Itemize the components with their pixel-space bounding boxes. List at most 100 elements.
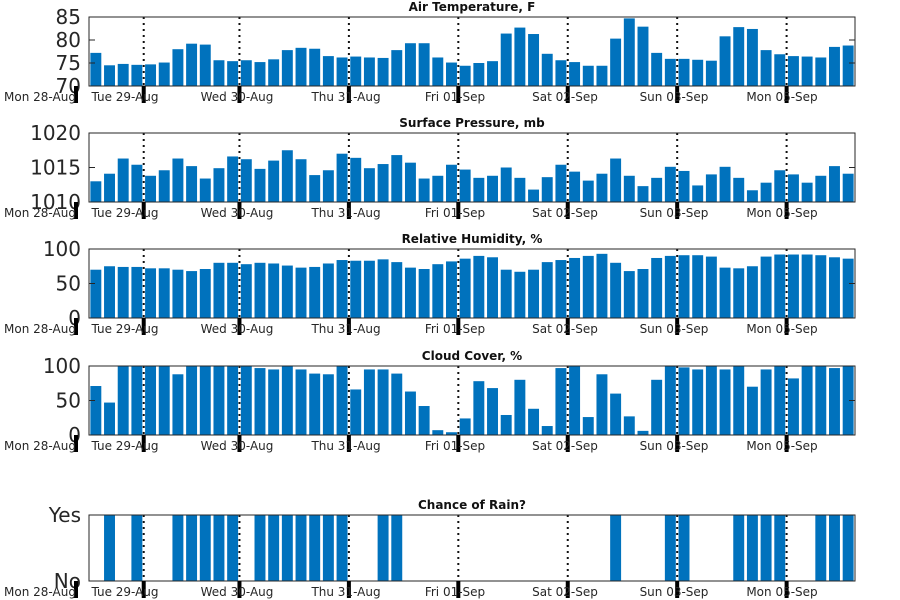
bar <box>815 255 827 318</box>
bar <box>432 57 444 86</box>
chart-title: Surface Pressure, mb <box>399 116 545 130</box>
bar <box>404 391 416 435</box>
bar <box>500 33 512 86</box>
bar <box>596 374 608 435</box>
y-tick-label: 85 <box>56 5 81 29</box>
bar <box>309 175 321 202</box>
y-tick-label: 50 <box>56 272 81 296</box>
bar <box>487 388 498 435</box>
bar <box>500 269 512 318</box>
bar <box>760 182 772 202</box>
bar <box>186 515 198 581</box>
y-tick-label: 100 <box>43 354 81 378</box>
bar <box>733 515 745 581</box>
bar <box>213 60 225 86</box>
bar <box>377 164 389 202</box>
bar <box>678 255 690 318</box>
bar <box>145 64 157 86</box>
x-tick-label: Mon 28-Aug <box>4 206 76 220</box>
bar <box>637 186 649 202</box>
bar <box>145 175 157 202</box>
bar <box>90 181 102 202</box>
bar <box>131 64 143 86</box>
y-tick-label: Yes <box>48 503 81 527</box>
bar <box>145 366 157 435</box>
bar <box>514 379 526 435</box>
bar <box>227 366 239 435</box>
x-tick-mark <box>675 435 680 452</box>
bar <box>363 168 375 202</box>
bar <box>199 44 211 86</box>
y-tick-label: 1010 <box>30 190 81 214</box>
bar <box>746 28 758 86</box>
bar <box>227 262 239 318</box>
bar <box>322 374 334 435</box>
bar <box>227 61 239 86</box>
bar <box>459 65 471 86</box>
bar <box>90 386 102 435</box>
bar <box>281 515 293 581</box>
bar <box>377 515 389 581</box>
bar <box>213 366 225 435</box>
bar <box>446 164 457 202</box>
bar <box>350 56 362 86</box>
bar <box>514 271 526 318</box>
y-tick-label: 75 <box>56 51 81 75</box>
x-tick-mark <box>456 86 461 103</box>
chart-panel-3: Relative Humidity, %050100Mon 28-AugTue … <box>4 232 856 336</box>
x-tick-label: Sun 03-Sep <box>640 322 709 336</box>
bar <box>637 430 649 435</box>
bar <box>829 368 840 435</box>
bar <box>186 366 198 435</box>
bar <box>172 269 184 318</box>
x-tick-label: Mon 28-Aug <box>4 322 76 336</box>
x-tick-mark <box>784 581 789 598</box>
bar <box>172 515 184 581</box>
x-tick-label: Sat 02-Sep <box>532 585 598 599</box>
bar <box>117 63 129 86</box>
bar <box>391 50 403 86</box>
bar <box>596 253 608 318</box>
bar <box>623 416 635 435</box>
x-tick-mark <box>675 318 680 335</box>
bar <box>459 418 471 435</box>
x-tick-mark <box>237 581 242 598</box>
bar <box>322 515 334 581</box>
bar <box>733 268 745 318</box>
bar <box>746 386 758 435</box>
bar <box>336 57 348 86</box>
bar <box>172 374 184 435</box>
x-tick-label: Sat 02-Sep <box>532 206 598 220</box>
bar <box>664 366 676 435</box>
bar <box>336 515 348 581</box>
x-tick-mark <box>675 202 680 219</box>
bar <box>309 48 321 86</box>
x-tick-label: Tue 29-Aug <box>90 206 158 220</box>
bar <box>254 515 266 581</box>
x-tick-mark <box>456 318 461 335</box>
bar <box>295 47 307 86</box>
x-tick-label: Tue 29-Aug <box>90 90 158 104</box>
bar <box>363 369 375 435</box>
x-tick-label: Mon 05-Sep <box>746 585 817 599</box>
bar <box>555 260 567 318</box>
bar <box>90 52 102 86</box>
y-tick-label: 100 <box>43 237 81 261</box>
bar <box>787 56 799 86</box>
bar <box>322 170 334 202</box>
x-tick-label: Mon 05-Sep <box>746 90 817 104</box>
bar <box>528 189 540 202</box>
chart-title: Cloud Cover, % <box>422 349 522 363</box>
bar <box>336 153 348 202</box>
bar <box>582 417 594 435</box>
bar <box>842 515 854 581</box>
x-tick-mark <box>74 202 78 219</box>
bar <box>623 175 635 202</box>
bar <box>692 59 704 86</box>
bar <box>281 150 293 202</box>
bar <box>117 366 129 435</box>
x-tick-mark <box>346 581 351 598</box>
bar <box>104 65 115 86</box>
x-tick-label: Tue 29-Aug <box>90 585 158 599</box>
bar <box>733 177 745 202</box>
